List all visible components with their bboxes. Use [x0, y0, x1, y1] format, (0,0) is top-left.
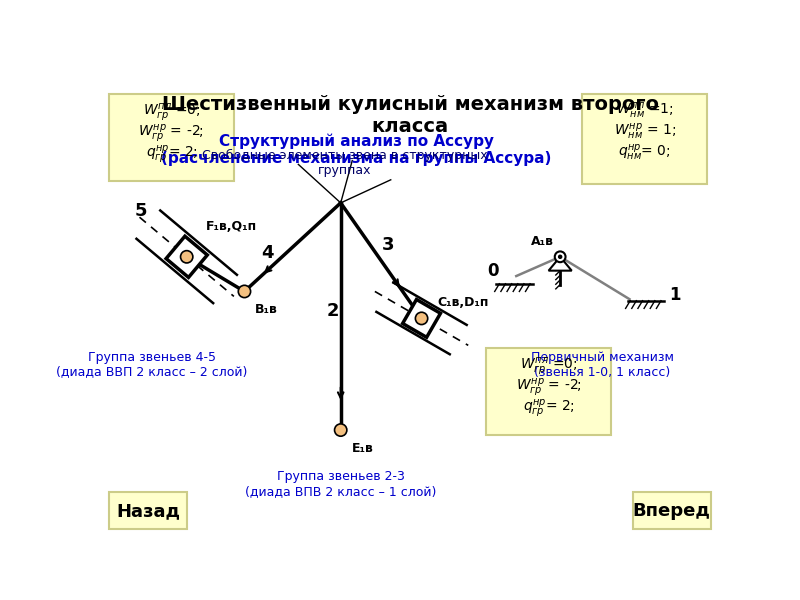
Text: $q^{нр}_{гр}$= 2;: $q^{нр}_{гр}$= 2; — [523, 397, 574, 419]
Text: E₁в: E₁в — [352, 442, 374, 455]
Text: Вперед: Вперед — [633, 502, 710, 520]
Circle shape — [415, 312, 428, 325]
FancyBboxPatch shape — [109, 493, 187, 529]
Text: B₁в: B₁в — [254, 303, 278, 316]
Text: 0: 0 — [487, 262, 499, 280]
Text: 5: 5 — [134, 202, 146, 220]
Text: F₁в,Q₁п: F₁в,Q₁п — [206, 220, 257, 232]
FancyBboxPatch shape — [486, 349, 611, 434]
Circle shape — [558, 255, 562, 259]
Text: C₁в,D₁п: C₁в,D₁п — [437, 296, 488, 310]
Text: $W^{пл}_{нм}$ =1;: $W^{пл}_{нм}$ =1; — [616, 101, 674, 121]
Circle shape — [238, 285, 250, 298]
FancyBboxPatch shape — [633, 493, 711, 529]
Polygon shape — [402, 299, 441, 337]
Text: 3: 3 — [382, 236, 394, 254]
Text: Шестизвенный кулисный механизм второго
класса: Шестизвенный кулисный механизм второго к… — [162, 95, 658, 136]
Text: Группа звеньев 4-5
(диада ВВП 2 класс – 2 слой): Группа звеньев 4-5 (диада ВВП 2 класс – … — [56, 350, 248, 379]
Text: $W^{нр}_{нм}$ = 1;: $W^{нр}_{нм}$ = 1; — [614, 122, 676, 142]
Polygon shape — [166, 236, 207, 277]
Circle shape — [554, 251, 566, 262]
Text: Свободные элементы звена в структурных
группах: Свободные элементы звена в структурных г… — [202, 149, 487, 177]
Circle shape — [334, 424, 347, 436]
Text: $W^{нр}_{гр}$ = -2;: $W^{нр}_{гр}$ = -2; — [516, 376, 582, 398]
FancyBboxPatch shape — [109, 94, 234, 181]
Text: A₁в: A₁в — [531, 235, 554, 248]
Polygon shape — [549, 257, 572, 271]
Text: 4: 4 — [262, 244, 274, 262]
Text: Первичный механизм
(звенья 1-0, 1 класс): Первичный механизм (звенья 1-0, 1 класс) — [531, 350, 674, 379]
Text: Структурный анализ по Ассуру
(расчленение механизма на группы Ассура): Структурный анализ по Ассуру (расчленени… — [161, 134, 551, 166]
Text: $q^{нр}_{гр}$= 2;: $q^{нр}_{гр}$= 2; — [146, 143, 197, 165]
Text: 2: 2 — [326, 302, 339, 320]
Text: $q^{нр}_{нм}$= 0;: $q^{нр}_{нм}$= 0; — [618, 143, 671, 163]
Text: $W^{пл}_{гр}$ =0;: $W^{пл}_{гр}$ =0; — [520, 355, 578, 377]
Text: Группа звеньев 2-3
(диада ВПВ 2 класс – 1 слой): Группа звеньев 2-3 (диада ВПВ 2 класс – … — [245, 470, 436, 498]
Circle shape — [181, 251, 193, 263]
Text: $W^{пл}_{гр}$ =0;: $W^{пл}_{гр}$ =0; — [142, 101, 200, 123]
FancyBboxPatch shape — [582, 94, 707, 184]
Text: Назад: Назад — [116, 502, 180, 520]
Text: 1: 1 — [669, 286, 680, 304]
Text: $W^{нр}_{гр}$ = -2;: $W^{нр}_{гр}$ = -2; — [138, 122, 204, 144]
